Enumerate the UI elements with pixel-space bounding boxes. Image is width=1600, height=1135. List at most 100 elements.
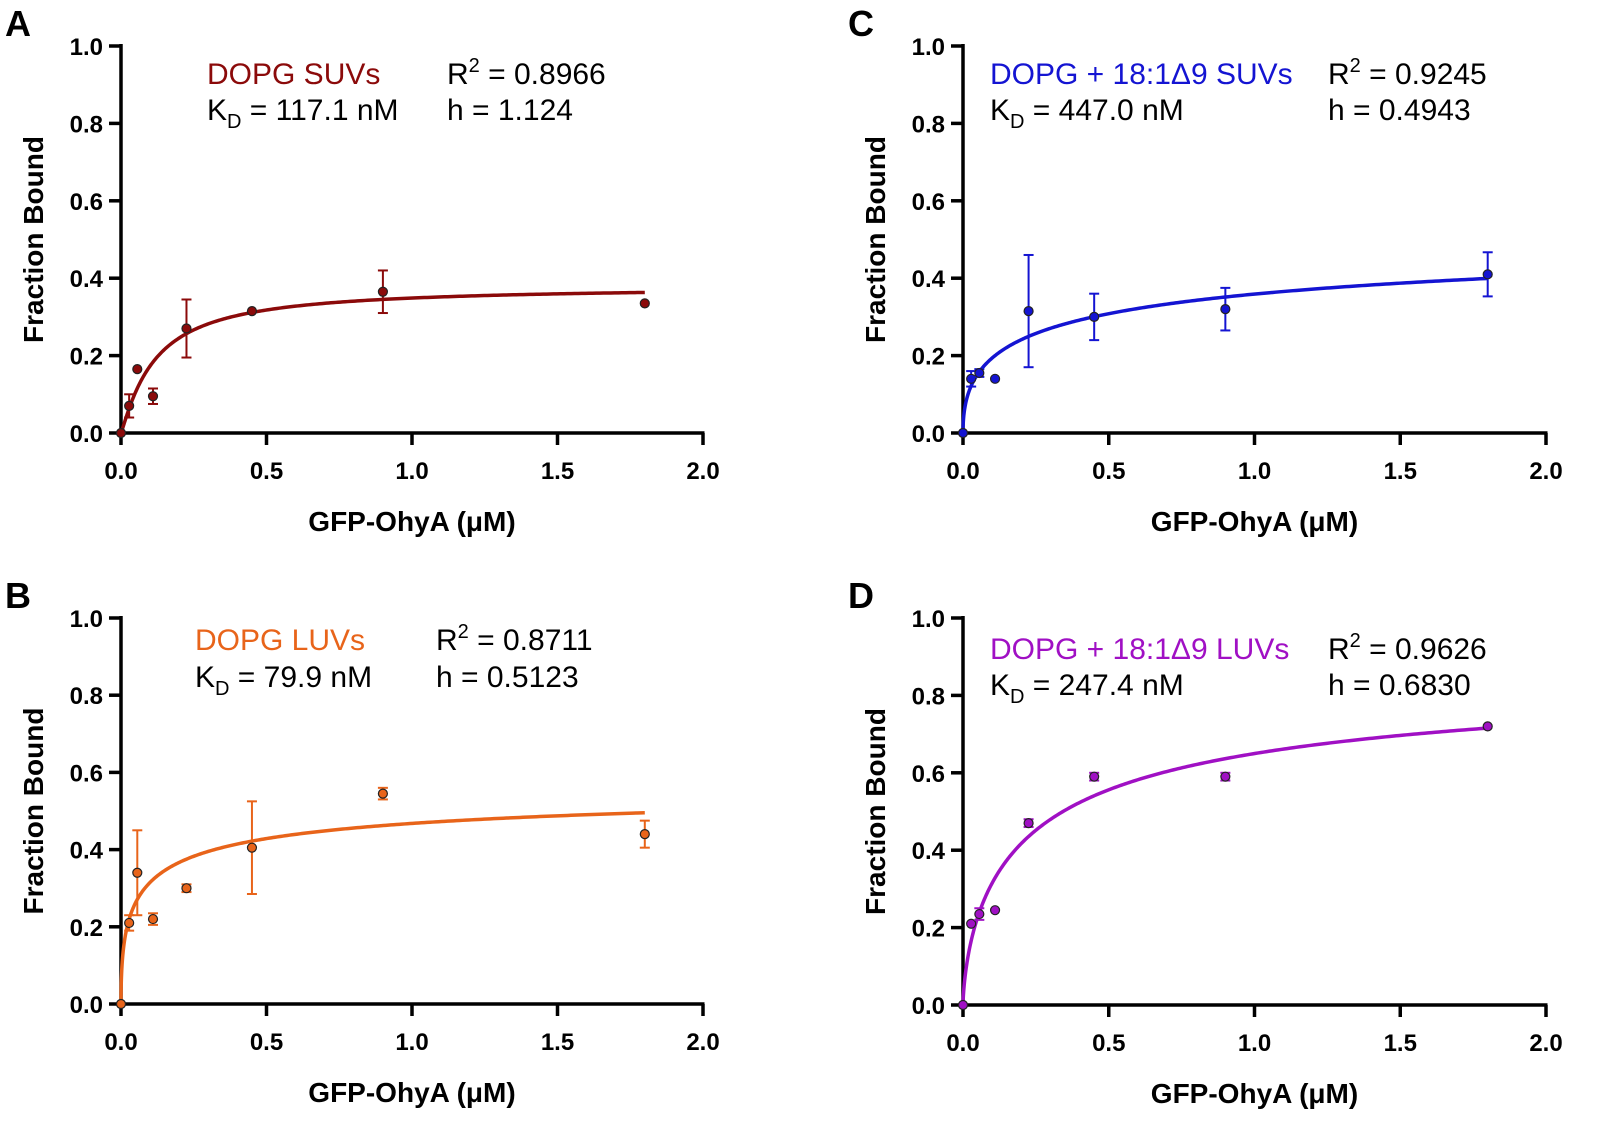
data-point <box>639 829 650 840</box>
data-point <box>246 305 258 317</box>
data-point <box>132 867 143 878</box>
r2-superscript: 2 <box>469 55 480 77</box>
data-point <box>1482 721 1493 732</box>
x-tick-label: 2.0 <box>686 1029 719 1056</box>
x-tick-label: 2.0 <box>1529 458 1562 485</box>
y-axis-label: Fraction Bound <box>860 136 891 343</box>
kd-subscript: D <box>227 111 241 133</box>
y-tick-label: 0.8 <box>912 111 945 138</box>
r2-superscript: 2 <box>1350 630 1361 652</box>
panel-letter: D <box>848 575 874 616</box>
x-axis-label: GFP-OhyA (μM) <box>308 506 515 537</box>
y-tick-label: 1.0 <box>70 606 103 633</box>
r2-superscript: 2 <box>458 621 469 643</box>
data-point <box>1023 305 1034 317</box>
y-tick-label: 0.2 <box>912 344 945 371</box>
x-tick-label: 0.5 <box>1092 1030 1125 1057</box>
y-tick-label: 0.8 <box>70 683 103 710</box>
x-tick-label: 1.5 <box>541 1029 574 1056</box>
kd-value: = 117.1 nM <box>241 94 398 127</box>
r2-prefix: R <box>1328 633 1350 666</box>
x-tick-label: 1.0 <box>1238 1030 1271 1057</box>
x-tick-label: 1.5 <box>1384 458 1417 485</box>
r2-superscript: 2 <box>1350 55 1361 77</box>
y-tick-label: 0.6 <box>912 189 945 216</box>
data-point <box>1023 818 1034 829</box>
hill-coefficient-annotation: h = 0.4943 <box>1328 94 1471 127</box>
y-tick-label: 0.4 <box>70 266 104 293</box>
data-point <box>377 286 388 297</box>
x-tick-label: 0.0 <box>946 458 979 485</box>
series-label: DOPG + 18:1Δ9 SUVs <box>990 58 1293 91</box>
kd-prefix: K <box>207 94 227 127</box>
x-tick-label: 2.0 <box>1529 1030 1562 1057</box>
data-point <box>147 391 159 402</box>
x-axis-label: GFP-OhyA (μM) <box>308 1077 515 1108</box>
panel-B: B 0.0 0.2 0.4 0.6 0.8 1.0 0.0 0.5 1.0 1.5 2.0 GFP-Oh… <box>5 575 720 1108</box>
y-axis-label: Fraction Bound <box>18 136 49 343</box>
y-tick-label: 0.0 <box>912 421 945 448</box>
y-tick-label: 0.4 <box>70 838 104 865</box>
y-tick-label: 1.0 <box>912 34 945 61</box>
kd-annotation: KD = 247.4 nM <box>990 669 1184 708</box>
panel-letter: C <box>848 3 874 44</box>
r2-prefix: R <box>447 58 469 91</box>
series-label: DOPG + 18:1Δ9 LUVs <box>990 633 1289 666</box>
y-tick-label: 0.8 <box>912 683 945 710</box>
y-tick-label: 0.8 <box>70 111 103 138</box>
kd-prefix: K <box>195 661 215 694</box>
y-tick-label: 0.0 <box>70 421 103 448</box>
x-axis-label: GFP-OhyA (μM) <box>1151 1078 1358 1109</box>
r2-value: = 0.8966 <box>480 58 606 91</box>
data-point <box>115 998 127 1010</box>
data-point <box>1220 771 1231 782</box>
data-point <box>246 842 258 853</box>
r2-prefix: R <box>1328 58 1350 91</box>
y-tick-label: 0.4 <box>912 838 946 865</box>
y-axis-label: Fraction Bound <box>860 708 891 915</box>
fit-curve <box>961 726 1488 1005</box>
data-point <box>957 427 969 439</box>
y-tick-label: 0.2 <box>912 916 945 943</box>
kd-prefix: K <box>990 94 1010 127</box>
panel-letter: B <box>5 575 31 616</box>
data-point <box>377 788 388 799</box>
kd-subscript: D <box>215 678 229 700</box>
x-tick-label: 1.0 <box>395 1029 428 1056</box>
data-point <box>1220 304 1231 315</box>
data-point <box>966 373 977 384</box>
kd-annotation: KD = 79.9 nM <box>195 661 372 700</box>
y-tick-label: 0.6 <box>912 761 945 788</box>
hill-coefficient-annotation: h = 0.5123 <box>436 661 579 694</box>
kd-annotation: KD = 447.0 nM <box>990 94 1184 133</box>
y-tick-label: 0.6 <box>70 760 103 787</box>
y-tick-label: 0.2 <box>70 915 103 942</box>
data-point <box>989 905 1001 916</box>
data-point <box>124 400 135 412</box>
x-tick-label: 0.0 <box>946 1030 979 1057</box>
r2-value: = 0.9626 <box>1361 633 1487 666</box>
series-label: DOPG LUVs <box>195 624 365 657</box>
hill-coefficient-annotation: h = 0.6830 <box>1328 669 1471 702</box>
data-point <box>115 427 127 439</box>
data-point <box>989 373 1001 384</box>
y-tick-label: 1.0 <box>70 34 103 61</box>
y-tick-label: 0.0 <box>912 993 945 1020</box>
data-point <box>1089 311 1100 322</box>
y-tick-label: 0.2 <box>70 344 103 371</box>
r-squared-annotation: R2 = 0.9626 <box>1328 630 1487 666</box>
kd-value: = 79.9 nM <box>229 661 372 694</box>
data-point <box>132 364 143 375</box>
data-point <box>974 367 985 379</box>
kd-annotation: KD = 117.1 nM <box>207 94 399 133</box>
data-point <box>181 883 192 894</box>
x-tick-label: 2.0 <box>686 458 719 485</box>
kd-prefix: K <box>990 669 1010 702</box>
x-tick-label: 0.0 <box>104 458 137 485</box>
kd-subscript: D <box>1010 111 1024 133</box>
kd-value: = 247.4 nM <box>1024 669 1183 702</box>
r2-value: = 0.9245 <box>1361 58 1487 91</box>
x-tick-label: 0.5 <box>250 458 283 485</box>
y-tick-label: 0.0 <box>70 992 103 1019</box>
